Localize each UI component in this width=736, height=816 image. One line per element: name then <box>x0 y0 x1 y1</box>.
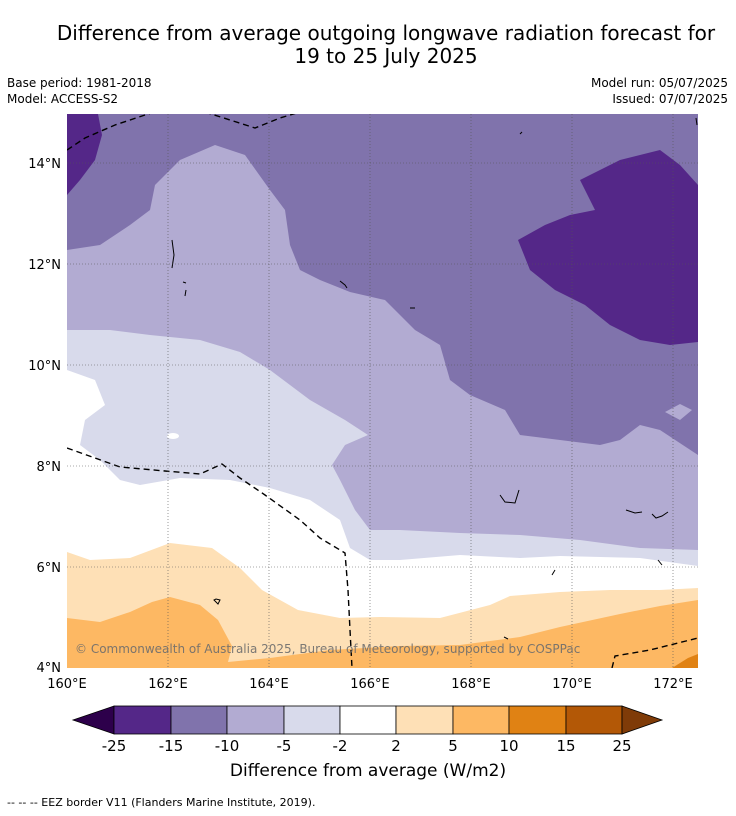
colorbar-swatch <box>283 705 341 735</box>
colorbar-swatch <box>339 705 397 735</box>
lat-label: 8°N <box>37 460 62 475</box>
colorbar-swatch <box>113 705 172 735</box>
lat-label: 14°N <box>28 157 61 172</box>
colorbar-swatch <box>170 705 228 735</box>
copyright-text: © Commonwealth of Australia 2025, Bureau… <box>75 642 580 656</box>
lon-label: 172°E <box>653 677 693 692</box>
colorbar-tick-label: -2 <box>333 737 348 755</box>
colorbar-tick-label: 25 <box>612 737 631 755</box>
lon-label: 168°E <box>451 677 491 692</box>
colorbar-tick-label: 2 <box>391 737 401 755</box>
contour-band-minus25-minus15-east <box>518 150 698 345</box>
title-line-1: Difference from average outgoing longwav… <box>56 21 716 45</box>
colorbar-tick-label: 15 <box>556 737 575 755</box>
lat-label: 4°N <box>37 661 62 676</box>
map-title: Difference from average outgoing longwav… <box>0 22 736 68</box>
colorbar-ticks: -25 -15 -10 -5 -2 2 5 10 15 25 <box>102 737 632 755</box>
colorbar-swatch <box>508 705 567 735</box>
contour-band-10-15 <box>672 654 698 668</box>
meta-right: Model run: 05/07/2025 Issued: 07/07/2025 <box>591 75 728 107</box>
contour-band-5-10 <box>67 597 698 668</box>
model-text: Model: ACCESS-S2 <box>7 92 119 106</box>
lon-label: 160°E <box>47 677 87 692</box>
lon-label: 162°E <box>148 677 188 692</box>
colorbar-tick-label: -5 <box>277 737 292 755</box>
model-run-text: Model run: 05/07/2025 <box>590 76 728 90</box>
lat-label: 10°N <box>28 359 61 374</box>
axis-labels: 160°E 162°E 164°E 166°E 168°E 170°E 172°… <box>28 157 693 692</box>
colorbar-swatch <box>226 705 285 735</box>
lon-label: 170°E <box>552 677 592 692</box>
colorbar-swatch <box>395 705 454 735</box>
colorbar-extend-high <box>621 705 664 735</box>
lon-label: 164°E <box>249 677 289 692</box>
colorbar-swatch <box>452 705 510 735</box>
colorbar-tick-label: -25 <box>102 737 127 755</box>
colorbar-tick-label: 10 <box>499 737 518 755</box>
graticule <box>67 114 698 668</box>
colorbar-extend-low <box>71 705 115 735</box>
lat-label: 6°N <box>37 561 62 576</box>
contour-fields <box>67 114 698 668</box>
colorbar-swatch <box>565 705 623 735</box>
colorbar-tick-label: -15 <box>159 737 184 755</box>
eez-legend-note: -- -- -- EEZ border V11 (Flanders Marine… <box>7 796 316 809</box>
neutral-spot <box>167 433 179 439</box>
colorbar-label: Difference from average (W/m2) <box>229 761 507 781</box>
meta-left: Base period: 1981-2018 Model: ACCESS-S2 <box>7 75 152 107</box>
islands <box>171 117 698 640</box>
colorbar <box>71 705 664 735</box>
eez-borders <box>67 114 698 668</box>
base-period-text: Base period: 1981-2018 <box>7 76 152 90</box>
contour-band-minus15-minus10 <box>67 114 698 455</box>
issued-text: Issued: 07/07/2025 <box>612 92 728 106</box>
colorbar-tick-label: 5 <box>448 737 458 755</box>
lon-label: 166°E <box>350 677 390 692</box>
title-line-2: 19 to 25 July 2025 <box>294 44 478 68</box>
contour-patch-right <box>665 404 692 420</box>
lat-label: 12°N <box>28 258 61 273</box>
colorbar-tick-label: -10 <box>215 737 240 755</box>
